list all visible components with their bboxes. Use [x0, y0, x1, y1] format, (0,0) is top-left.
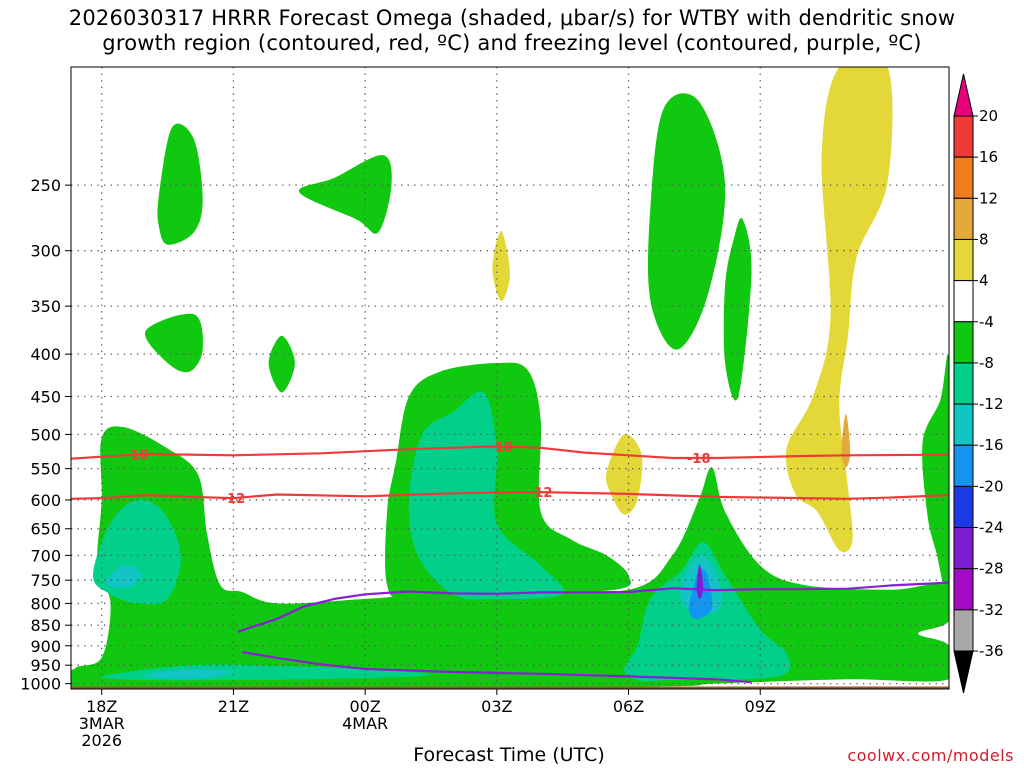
contour-label: -18 [687, 452, 711, 467]
colorbar-swatch [953, 403, 974, 446]
ground-surface [71, 686, 949, 689]
contour-labels: -18 -18 -18 -12 -12 [125, 441, 711, 508]
y-tick-label: 750 [30, 571, 61, 590]
y-tick-label: 650 [30, 520, 61, 539]
colorbar-tick-label: 20 [979, 107, 998, 125]
colorbar-swatch [953, 321, 974, 364]
y-tick-label: 500 [30, 425, 61, 444]
y-tick-label: 300 [30, 242, 61, 261]
colorbar-swatch [953, 568, 974, 611]
omega-region-neg8 [408, 391, 565, 600]
y-tick-label: 900 [30, 637, 61, 656]
colorbar-tick-label: -4 [979, 313, 994, 331]
colorbar-swatch [953, 197, 974, 240]
colorbar-swatch [953, 609, 974, 652]
y-tick-label: 950 [30, 656, 61, 675]
x-tick-label: 2026 [81, 731, 122, 750]
y-tick-label: 450 [30, 388, 61, 407]
omega-region-neg12 [144, 668, 234, 679]
x-tick-label: 18Z [86, 697, 117, 716]
colorbar-swatch [953, 444, 974, 487]
y-tick-label: 350 [30, 297, 61, 316]
omega-region-neg4 [298, 155, 392, 234]
y-tick-label: 850 [30, 616, 61, 635]
colorbar-tick-label: 8 [979, 230, 989, 248]
contour-line [71, 491, 949, 500]
y-tick-label: 1000 [20, 675, 61, 694]
omega-region-neg4 [157, 123, 203, 245]
temperature-contours [71, 445, 949, 684]
contour-label: -18 [125, 449, 149, 464]
colorbar-tick-label: -28 [979, 560, 1004, 578]
y-tick-label: 400 [30, 345, 61, 364]
contour-label: -18 [489, 441, 513, 456]
colorbar-bottom-arrow [953, 650, 974, 694]
omega-region-pos8 [841, 413, 851, 468]
colorbar-tick-label: -24 [979, 519, 1004, 537]
chart-title-line-1: 2026030317 HRRR Forecast Omega (shaded, … [68, 6, 956, 30]
colorbar-tick-label: 12 [979, 189, 998, 207]
colorbar-tick-label: -36 [979, 642, 1004, 660]
omega-region-neg12 [105, 565, 142, 588]
omega-region-pos4 [492, 230, 510, 302]
contour-label: -12 [222, 492, 246, 507]
colorbar-swatch [953, 485, 974, 529]
contour-line [237, 581, 949, 684]
colorbar: 20 16 12 8 4 -4 -8 -12 -16 -20 -24 -28 -32 -36 [953, 73, 1004, 694]
chart-title: 2026030317 HRRR Forecast Omega (shaded, … [0, 6, 1024, 56]
y-tick-label: 800 [30, 594, 61, 613]
colorbar-top-arrow [953, 73, 974, 117]
x-tick-label: 21Z [218, 697, 249, 716]
colorbar-tick-label: -12 [979, 395, 1004, 413]
omega-region-neg4 [922, 353, 949, 595]
colorbar-swatch [953, 527, 974, 570]
colorbar-swatch [953, 362, 974, 405]
x-tick-label: 3MAR [79, 714, 125, 733]
x-tick-label: 06Z [613, 697, 644, 716]
colorbar-swatch [953, 238, 974, 282]
omega-region-neg4 [723, 218, 752, 401]
x-tick-label: 4MAR [342, 714, 388, 733]
y-axis: 250 300 350 400 450 500 550 600 650 700 750 800 850 9… [20, 176, 71, 694]
colorbar-tick-label: -16 [979, 436, 1004, 454]
plot-frame [70, 66, 950, 690]
plot-gridlines [71, 67, 949, 689]
colorbar-tick-label: -32 [979, 601, 1004, 619]
y-tick-label: 600 [30, 491, 61, 510]
x-tick-label: 03Z [481, 697, 512, 716]
chart-title-line-2: growth region (contoured, red, ºC) and f… [102, 31, 922, 55]
omega-region-pos4 [785, 67, 893, 553]
colorbar-swatch [953, 156, 974, 199]
colorbar-tick-label: -8 [979, 354, 994, 372]
contour-line [71, 445, 949, 460]
omega-region-neg4 [268, 335, 295, 393]
x-axis-title: Forecast Time (UTC) [413, 744, 605, 766]
omega-shading [71, 67, 949, 688]
omega-region-neg4 [647, 93, 726, 350]
omega-region-neg4 [144, 313, 203, 373]
colorbar-tick-label: -20 [979, 477, 1004, 495]
y-tick-label: 700 [30, 546, 61, 565]
x-tick-label: 00Z [349, 697, 380, 716]
contour-label: -12 [529, 486, 553, 501]
colorbar-tick-label: 4 [979, 272, 989, 290]
site-credit: coolwx.com/models [847, 746, 1014, 765]
y-tick-label: 550 [30, 460, 61, 479]
x-tick-label: 09Z [745, 697, 776, 716]
colorbar-swatch [953, 280, 974, 323]
colorbar-tick-label: 16 [979, 148, 998, 166]
colorbar-swatch [953, 115, 974, 158]
y-tick-label: 250 [30, 176, 61, 195]
